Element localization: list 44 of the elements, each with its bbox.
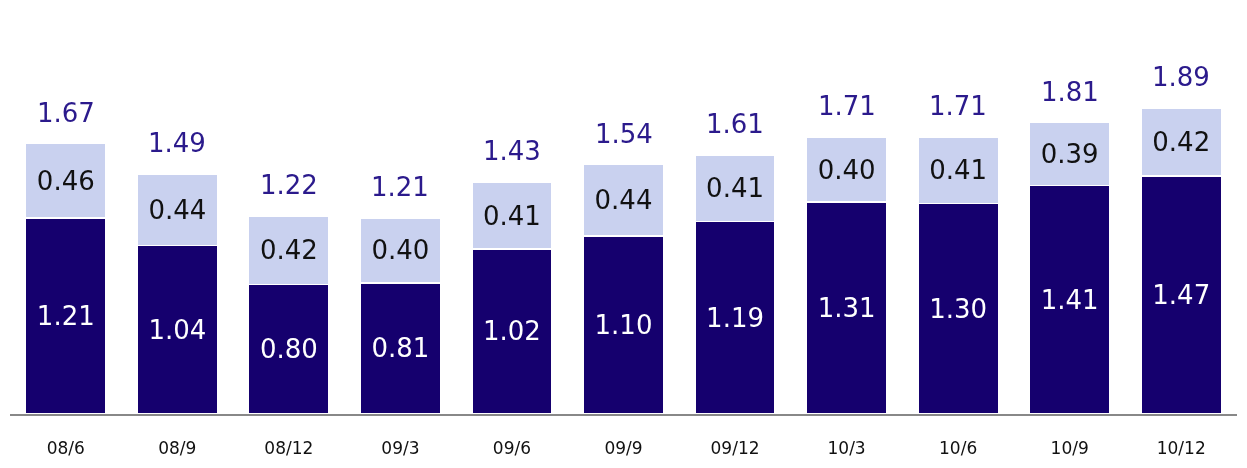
- data-label: 1.02: [483, 316, 541, 347]
- data-label: 1.30: [929, 293, 988, 324]
- data-label: 1.19: [706, 302, 764, 333]
- x-tick-label: 10/12: [1156, 438, 1206, 459]
- total-label: 1.61: [706, 109, 764, 139]
- total-label: 1.22: [260, 170, 318, 200]
- total-label: 1.67: [37, 98, 95, 128]
- total-label: 1.81: [1041, 77, 1099, 107]
- total-label: 1.89: [1152, 62, 1210, 92]
- total-label: 1.71: [929, 91, 987, 121]
- data-label: 0.41: [706, 173, 764, 204]
- data-label: 0.40: [371, 235, 430, 266]
- x-tick-label: 09/9: [604, 438, 643, 459]
- data-label: 0.44: [594, 185, 653, 216]
- data-label: 0.46: [36, 165, 95, 196]
- x-tick-label: 10/9: [1050, 438, 1089, 459]
- data-label: 0.44: [148, 195, 207, 225]
- x-tick-label: 08/6: [46, 438, 85, 459]
- data-label: 1.41: [1040, 284, 1099, 315]
- x-tick-label: 10/3: [827, 438, 866, 459]
- x-tick-label: 09/6: [492, 438, 532, 459]
- data-label: 0.80: [259, 334, 318, 365]
- x-tick-label: 10/6: [939, 438, 978, 459]
- data-label: 0.40: [817, 154, 876, 185]
- data-label: 0.42: [259, 235, 318, 266]
- total-label: 1.49: [148, 128, 206, 158]
- data-label: 1.21: [36, 301, 95, 332]
- data-label: 0.42: [1152, 127, 1211, 157]
- data-label: 0.81: [371, 333, 430, 364]
- x-tick-label: 09/12: [710, 438, 760, 459]
- x-tick-label: 08/12: [264, 438, 314, 459]
- data-label: 1.47: [1152, 280, 1211, 310]
- total-label: 1.71: [818, 91, 876, 121]
- x-tick-label: 08/9: [158, 438, 197, 459]
- data-label: 0.41: [929, 155, 988, 186]
- total-label: 1.21: [371, 172, 429, 202]
- data-label: 1.04: [148, 314, 207, 345]
- data-label: 1.10: [594, 309, 653, 340]
- total-label: 1.43: [483, 136, 541, 166]
- data-label: 0.39: [1040, 139, 1099, 170]
- x-tick-label: 09/3: [381, 438, 420, 459]
- total-label: 1.54: [595, 119, 653, 149]
- data-label: 0.41: [483, 200, 541, 231]
- data-label: 1.31: [817, 292, 876, 323]
